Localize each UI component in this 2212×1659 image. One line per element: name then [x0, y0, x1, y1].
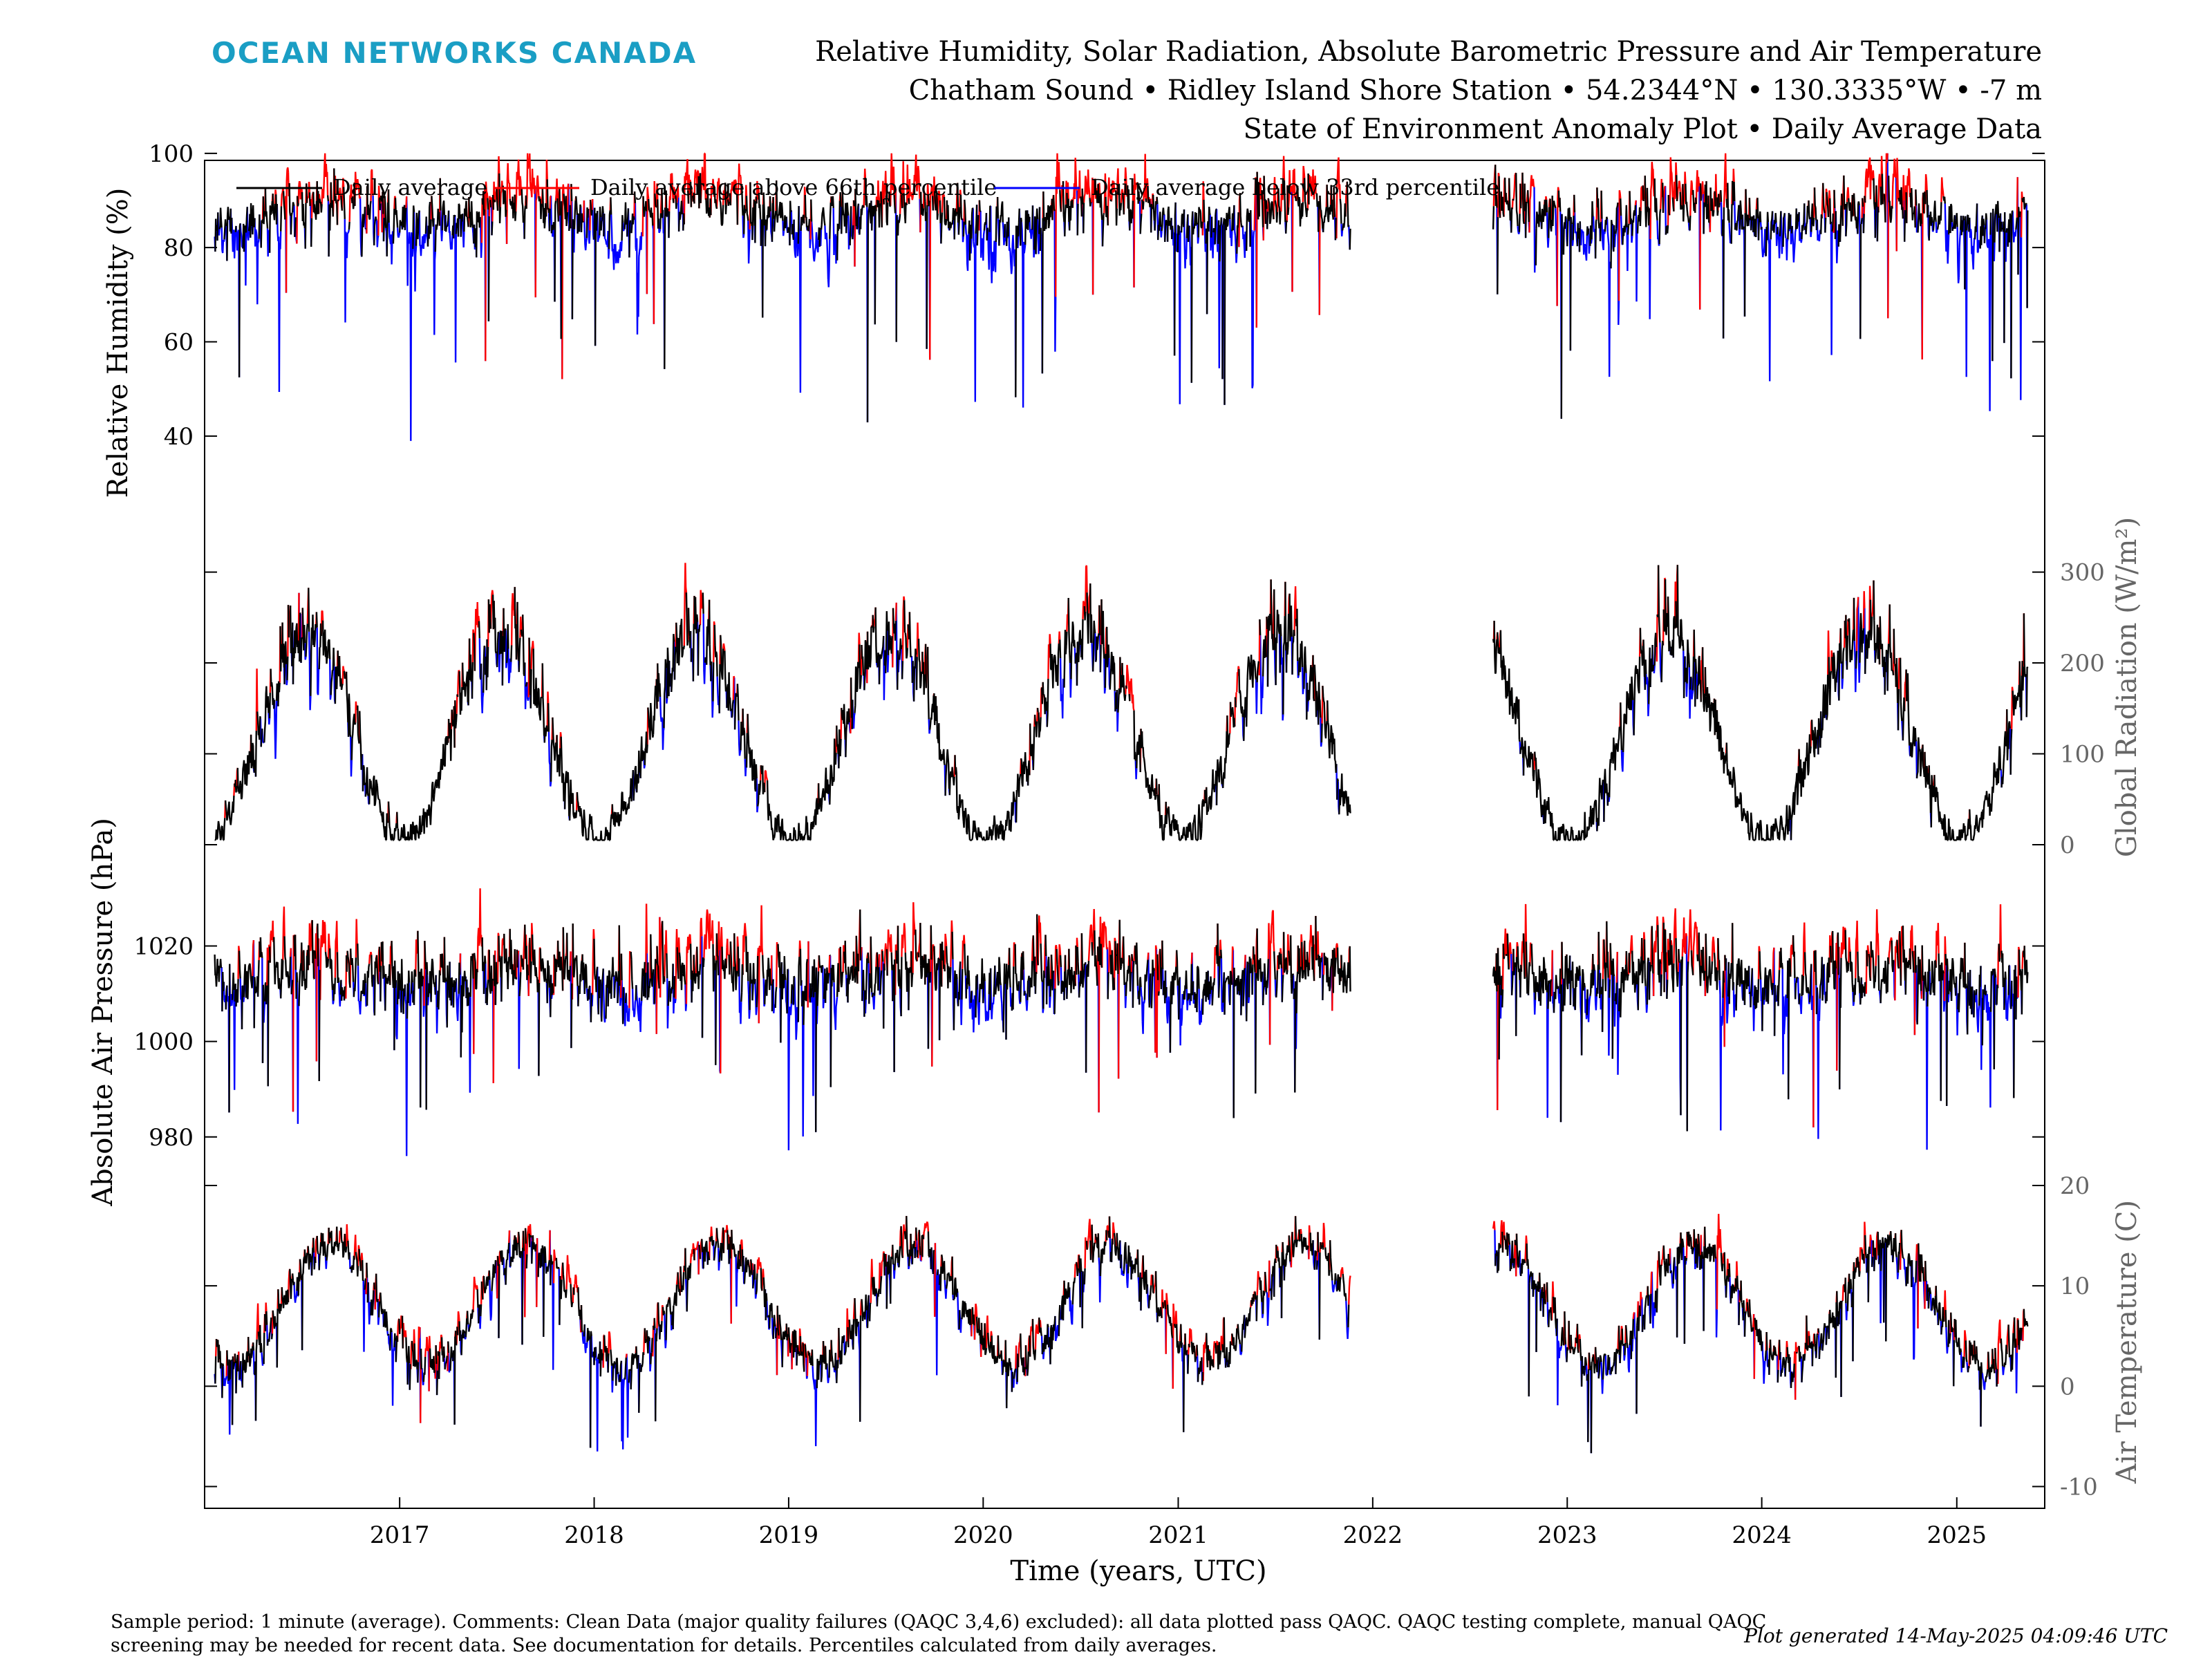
y-tick-label-air-temperature-20: 20 — [2060, 1172, 2090, 1200]
x-axis-label: Time (years, UTC) — [1010, 1555, 1266, 1587]
y-tick-label-relative-humidity-100: 100 — [149, 140, 194, 168]
y-tick-label-air-temperature-10: 10 — [2060, 1273, 2090, 1300]
y-tick-label-absolute-air-pressure-1020: 1020 — [133, 933, 194, 961]
y-tick-label-global-radiation-300: 300 — [2060, 559, 2105, 587]
y-tick-label-absolute-air-pressure-980: 980 — [149, 1124, 194, 1152]
plot-title-line-3: State of Environment Anomaly Plot • Dail… — [1243, 113, 2042, 145]
ocean-networks-canada-logo: OCEAN NETWORKS CANADA — [212, 36, 697, 70]
plot-title-line-2: Chatham Sound • Ridley Island Shore Stat… — [908, 75, 2042, 106]
y-tick-label-relative-humidity-60: 60 — [164, 329, 194, 357]
y-tick-label-global-radiation-200: 200 — [2060, 650, 2105, 677]
x-tick-label-2022: 2022 — [1343, 1521, 1403, 1549]
x-tick-label-2023: 2023 — [1537, 1521, 1597, 1549]
y-tick-label-absolute-air-pressure-1000: 1000 — [133, 1029, 194, 1056]
footer-comments: Sample period: 1 minute (average). Comme… — [111, 1611, 1767, 1656]
x-tick-label-2024: 2024 — [1732, 1521, 1792, 1549]
y-tick-label-global-radiation-0: 0 — [2060, 832, 2075, 859]
plot-frame — [204, 160, 2045, 1509]
y-axis-label-relative-humidity: Relative Humidity (%) — [102, 188, 134, 498]
x-tick-label-2017: 2017 — [370, 1521, 430, 1549]
legend-label-2: Daily average below 33rd percentile — [1091, 174, 1499, 200]
y-tick-label-relative-humidity-40: 40 — [164, 423, 194, 451]
y-axis-label-air-temperature: Air Temperature (C) — [2111, 1200, 2143, 1484]
y-axis-label-absolute-air-pressure: Absolute Air Pressure (hPa) — [87, 818, 119, 1207]
x-tick-label-2021: 2021 — [1148, 1521, 1208, 1549]
plot-generated-timestamp: Plot generated 14-May-2025 04:09:46 UTC — [1744, 1624, 2168, 1647]
y-tick-label-air-temperature-0: 0 — [2060, 1373, 2075, 1400]
y-tick-label-global-radiation-100: 100 — [2060, 741, 2105, 769]
plot-title-line-1: Relative Humidity, Solar Radiation, Abso… — [815, 36, 2042, 68]
series-daily-average-absolute-air-pressure — [214, 909, 2029, 1132]
legend-label-0: Daily average — [333, 174, 487, 200]
y-axis-label-global-radiation: Global Radiation (W/m²) — [2111, 517, 2143, 857]
x-tick-label-2025: 2025 — [1927, 1521, 1987, 1549]
y-tick-label-relative-humidity-80: 80 — [164, 234, 194, 262]
x-tick-label-2018: 2018 — [564, 1521, 624, 1549]
y-tick-label-air-temperature--10: -10 — [2060, 1473, 2098, 1501]
series-daily-average-global-radiation — [214, 565, 2029, 841]
x-tick-label-2020: 2020 — [953, 1521, 1013, 1549]
series-below-33rd-air-temperature — [214, 1230, 2024, 1454]
series-daily-average-air-temperature — [214, 1216, 2029, 1454]
series-below-33rd-absolute-air-pressure — [221, 917, 2023, 1156]
legend-label-1: Daily average above 66th percentile — [590, 174, 997, 200]
series-daily-average-relative-humidity — [214, 165, 2029, 423]
x-tick-label-2019: 2019 — [759, 1521, 819, 1549]
